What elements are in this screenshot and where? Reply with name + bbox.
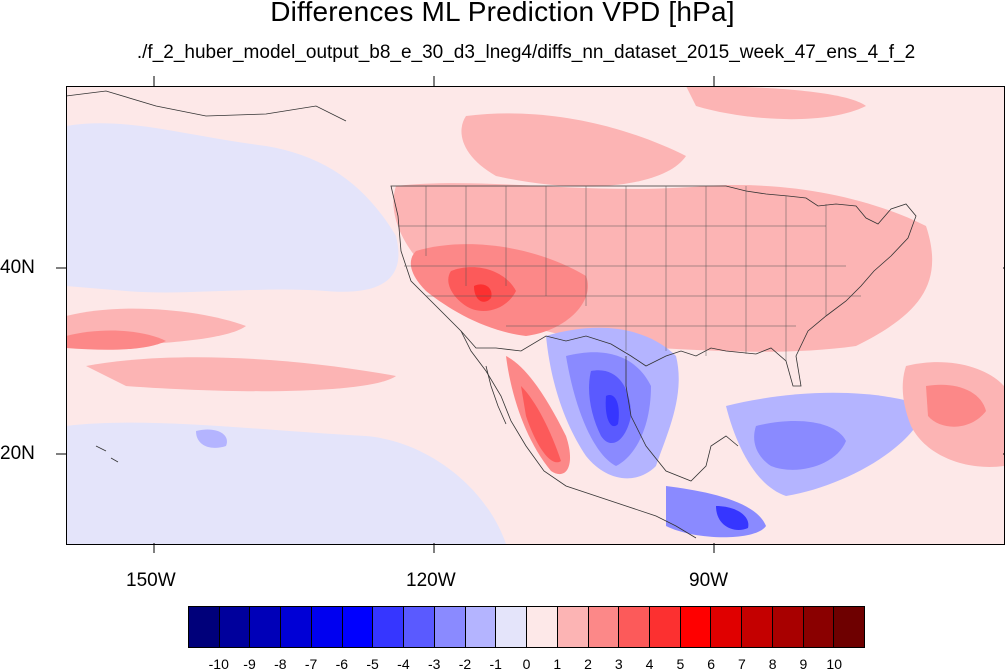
pacific-positive-core — [66, 330, 166, 350]
colorbar-label: 3 — [614, 656, 623, 672]
state-parallel-borders — [398, 225, 861, 327]
mexico-pacific-coast — [460, 330, 697, 539]
gulf-negative-mid — [754, 421, 846, 470]
chart-title: Differences ML Prediction VPD [hPa] — [270, 0, 735, 27]
colorbar-label: 6 — [707, 656, 716, 672]
colorbar-swatch — [557, 607, 589, 647]
colorbar-swatch — [311, 607, 343, 647]
chart-subtitle: ./f_2_huber_model_output_b8_e_30_d3_lneg… — [136, 42, 916, 63]
hawaii-negative-patch — [196, 429, 227, 448]
hawaii-islands — [95, 445, 119, 463]
colorbar — [188, 606, 865, 648]
pacific-positive-streak-2 — [86, 357, 396, 392]
colorbar-swatch — [189, 607, 220, 647]
colorbar-label: 2 — [584, 656, 592, 672]
colorbar-swatch — [680, 607, 712, 647]
colorbar-swatch — [219, 607, 251, 647]
map-plot-area — [66, 86, 1004, 544]
southwest-positive-peak — [474, 284, 492, 302]
central-america-negative-core — [716, 506, 749, 530]
colorbar-swatch — [373, 607, 405, 647]
vpd-difference-field — [66, 86, 1004, 544]
colorbar-swatch — [772, 607, 804, 647]
colorbar-swatch — [527, 607, 558, 647]
colorbar-label: -1 — [489, 656, 502, 672]
x-tick-label: 150W — [126, 570, 176, 591]
colorbar-label: -7 — [304, 656, 318, 672]
state-borders — [398, 186, 861, 361]
state-meridian-borders — [425, 186, 827, 361]
x-tick-label: 120W — [406, 570, 456, 591]
colorbar-label: 4 — [645, 656, 654, 672]
colorbar-label: -6 — [335, 656, 349, 672]
colorbar-swatch — [650, 607, 681, 647]
colorbar-label: -3 — [427, 656, 441, 672]
arctic-positive — [686, 86, 866, 120]
colorbar-swatch — [619, 607, 651, 647]
south-pacific-negative-region — [66, 422, 506, 544]
colorbar-swatch — [834, 607, 865, 647]
colorbar-label: 7 — [738, 656, 746, 672]
y-tick-label: 40N — [0, 257, 35, 278]
colorbar-label: 5 — [676, 656, 685, 672]
colorbar-swatch — [742, 607, 773, 647]
mexico-negative-peak — [605, 395, 619, 427]
alaska-coast — [66, 90, 347, 122]
baja-peninsula — [485, 365, 507, 425]
x-tick-label: 90W — [689, 570, 729, 591]
colorbar-swatch — [342, 607, 374, 647]
colorbar-swatch — [250, 607, 282, 647]
colorbar-swatch — [803, 607, 835, 647]
atlantic-positive-core — [926, 384, 986, 427]
colorbar-label: -2 — [458, 656, 472, 672]
colorbar-swatch — [281, 607, 312, 647]
colorbar-label: 10 — [826, 656, 843, 672]
mexico-coast-positive-core — [521, 386, 561, 463]
tick-marks — [56, 76, 1005, 553]
pacific-negative-region — [66, 123, 399, 293]
colorbar-label: 0 — [522, 656, 531, 672]
colorbar-swatch — [588, 607, 620, 647]
colorbar-swatch — [465, 607, 497, 647]
colorbar-label: -4 — [397, 656, 410, 672]
colorbar-label: -10 — [208, 656, 229, 672]
colorbar-label: 1 — [553, 656, 562, 672]
gulf-coast — [625, 356, 739, 482]
north-pacific-positive — [461, 113, 686, 187]
colorbar-label: -9 — [243, 656, 256, 672]
colorbar-swatch — [404, 607, 435, 647]
colorbar-label: -5 — [366, 656, 379, 672]
colorbar-swatch — [496, 607, 528, 647]
colorbar-label: 8 — [768, 656, 777, 672]
colorbar-label: 9 — [799, 656, 808, 672]
colorbar-swatch — [434, 607, 466, 647]
colorbar-label: -8 — [274, 656, 287, 672]
y-tick-label: 20N — [0, 443, 35, 464]
colorbar-swatch — [711, 607, 743, 647]
